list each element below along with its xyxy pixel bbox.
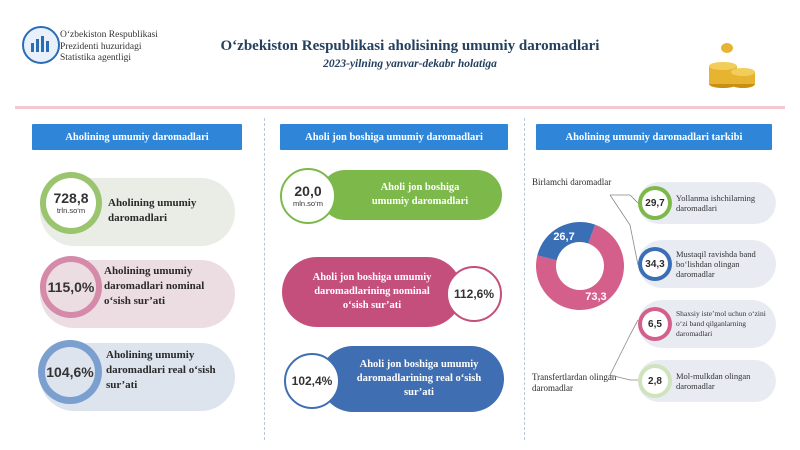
- page-subtitle: 2023-yilning yanvar-dekabr holatiga: [323, 58, 497, 70]
- header-divider: [15, 106, 785, 109]
- card-label: Aholining umumiy daromadlari: [108, 197, 197, 224]
- right-section-header: Aholining umumiy daromadlari tarkibi: [536, 124, 772, 150]
- coins-icon: [709, 43, 755, 88]
- value-circle: 728,8 trln.so‘m: [46, 178, 96, 228]
- agency-name: O‘zbekiston Respublikasi Prezidenti huzu…: [60, 30, 158, 63]
- bar-chart-icon: [31, 36, 49, 52]
- item-value: 29,7: [642, 190, 668, 216]
- item-value: 2,8: [642, 368, 668, 394]
- donut-slice-1: [537, 222, 596, 261]
- card-label: Aholining umumiy daromadlari nominal o‘s…: [104, 265, 205, 307]
- agency-logo: [22, 26, 60, 64]
- item-value: 34,3: [642, 251, 668, 277]
- per-capita-real-card: Aholi jon boshiga umumiy daromadlarining…: [320, 346, 504, 412]
- donut-slice-label-1: 26,7: [553, 231, 574, 243]
- value-circle: 104,6%: [45, 347, 95, 397]
- connector-lines: [609, 194, 639, 381]
- page-title: O‘zbekiston Respublikasi aholisining umu…: [220, 38, 600, 54]
- column-divider: [264, 118, 266, 440]
- donut-slice-0: [536, 224, 624, 310]
- column-divider: [524, 118, 526, 440]
- donut-slice-label-0: 73,3: [585, 291, 606, 303]
- donut-label-transfers: Transfertlardan olingan daromadlar: [532, 372, 617, 393]
- per-capita-income-card: Aholi jon boshiga umumiy daromadlari: [320, 170, 502, 220]
- value-circle: 102,4%: [284, 353, 340, 409]
- card-label: Aholining umumiy daromadlari real o‘sish…: [106, 349, 216, 391]
- middle-section-header: Aholi jon boshiga umumiy daromadlari: [280, 124, 508, 150]
- item-value: 6,5: [642, 311, 668, 337]
- donut-label-primary: Birlamchi daromadlar: [532, 177, 612, 187]
- value-circle: 112,6%: [446, 266, 502, 322]
- income-structure-donut: 73,3 26,7: [536, 222, 624, 310]
- value-circle: 20,0 mln.so‘m: [280, 168, 336, 224]
- left-section-header: Aholining umumiy daromadlari: [32, 124, 242, 150]
- per-capita-nominal-card: Aholi jon boshiga umumiy daromadlarining…: [282, 257, 462, 327]
- value-circle: 115,0%: [46, 262, 96, 312]
